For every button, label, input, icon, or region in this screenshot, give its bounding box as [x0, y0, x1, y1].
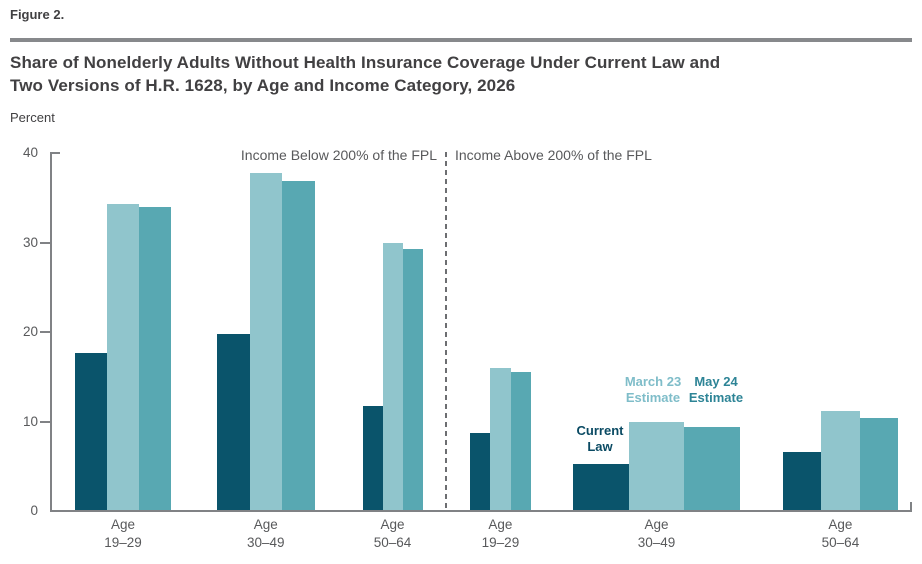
- y-axis-tick-20: [40, 331, 50, 333]
- y-axis-tick-10: [40, 420, 50, 423]
- x-axis-group-label-age: Age: [253, 517, 278, 532]
- figure-number-label: Figure 2.: [10, 7, 65, 22]
- series-label-may-24-line2: Estimate: [688, 389, 744, 405]
- x-axis-group-label-range: 19–29: [104, 535, 142, 550]
- bar-may-24-estimate-group-6: [859, 417, 898, 510]
- series-label-march-23-line1: March 23: [624, 374, 682, 389]
- x-axis-group-label-range: 19–29: [481, 535, 520, 550]
- bar-march-23-estimate-group-3: [382, 243, 403, 510]
- x-axis-group-label-3: Age 50–64: [348, 516, 438, 552]
- section-label-above-200-fpl: Income Above 200% of the FPL: [455, 147, 652, 163]
- y-axis-label-10: 10: [22, 413, 38, 429]
- bar-current-law-group-6: [783, 451, 822, 510]
- x-axis-group-label-range: 50–64: [373, 535, 412, 550]
- bar-march-23-estimate-group-5: [628, 422, 685, 510]
- x-axis-group-label-age: Age: [488, 517, 513, 532]
- bar-current-law-group-2: [217, 333, 250, 510]
- x-axis-end-tick: [910, 502, 912, 510]
- x-axis-group-label-5: Age 30–49: [612, 516, 702, 552]
- bar-current-law-group-4: [470, 433, 491, 510]
- x-axis-group-label-age: Age: [644, 517, 669, 532]
- y-axis-top-tick: [50, 152, 60, 154]
- figure-title: Share of Nonelderly Adults Without Healt…: [10, 51, 915, 97]
- y-axis-label-40: 40: [22, 145, 38, 160]
- bar-march-23-estimate-group-4: [490, 367, 511, 510]
- bar-march-23-estimate-group-2: [249, 172, 282, 510]
- section-label-below-200-fpl: Income Below 200% of the FPL: [240, 147, 437, 163]
- x-axis-group-label-4: Age 19–29: [455, 516, 545, 552]
- y-axis-label-30: 30: [22, 234, 38, 250]
- y-axis-label-0: 0: [30, 503, 38, 518]
- y-axis-label-20: 20: [22, 324, 38, 339]
- x-axis-group-label-age: Age: [110, 517, 136, 532]
- bar-march-23-estimate-group-1: [107, 203, 139, 510]
- y-axis-tick-30: [40, 241, 50, 244]
- bar-may-24-estimate-group-2: [282, 180, 315, 510]
- series-label-may-24-estimate: May 24 Estimate: [666, 374, 766, 405]
- bar-current-law-group-1: [75, 353, 107, 510]
- bar-current-law-group-3: [362, 406, 383, 510]
- x-axis-group-label-range: 30–49: [246, 535, 285, 550]
- figure-title-line2: Two Versions of H.R. 1628, by Age and In…: [10, 76, 516, 95]
- section-divider-dashed-line: [445, 152, 447, 510]
- x-axis-group-label-1: Age 19–29: [78, 516, 168, 552]
- bar-current-law-group-5: [573, 464, 629, 510]
- x-axis-group-label-range: 30–49: [637, 535, 676, 550]
- bar-may-24-estimate-group-4: [510, 372, 531, 510]
- header-rule: [10, 38, 912, 42]
- bar-march-23-estimate-group-6: [821, 410, 860, 510]
- figure-title-line1: Share of Nonelderly Adults Without Healt…: [10, 53, 721, 72]
- x-axis-group-label-range: 50–64: [821, 535, 860, 550]
- bar-may-24-estimate-group-3: [402, 248, 423, 510]
- bar-may-24-estimate-group-5: [684, 426, 741, 510]
- series-label-current-law-line1: Current: [576, 423, 624, 438]
- x-axis-group-label-age: Age: [380, 517, 405, 532]
- x-axis-group-label-2: Age 30–49: [221, 516, 311, 552]
- x-axis-line: [50, 510, 912, 512]
- series-label-march-23-estimate: March 23 Estimate: [603, 374, 703, 405]
- x-axis-group-label-6: Age 50–64: [795, 516, 885, 552]
- y-axis-unit-label: Percent: [10, 110, 55, 125]
- series-label-march-23-line2: Estimate: [625, 389, 681, 405]
- series-label-may-24-line1: May 24: [694, 374, 738, 389]
- series-label-current-law-line2: Law: [587, 438, 613, 454]
- bar-may-24-estimate-group-1: [139, 206, 171, 510]
- series-label-current-law: Current Law: [555, 423, 645, 454]
- x-axis-group-label-age: Age: [828, 517, 853, 532]
- y-axis-line: [50, 152, 52, 511]
